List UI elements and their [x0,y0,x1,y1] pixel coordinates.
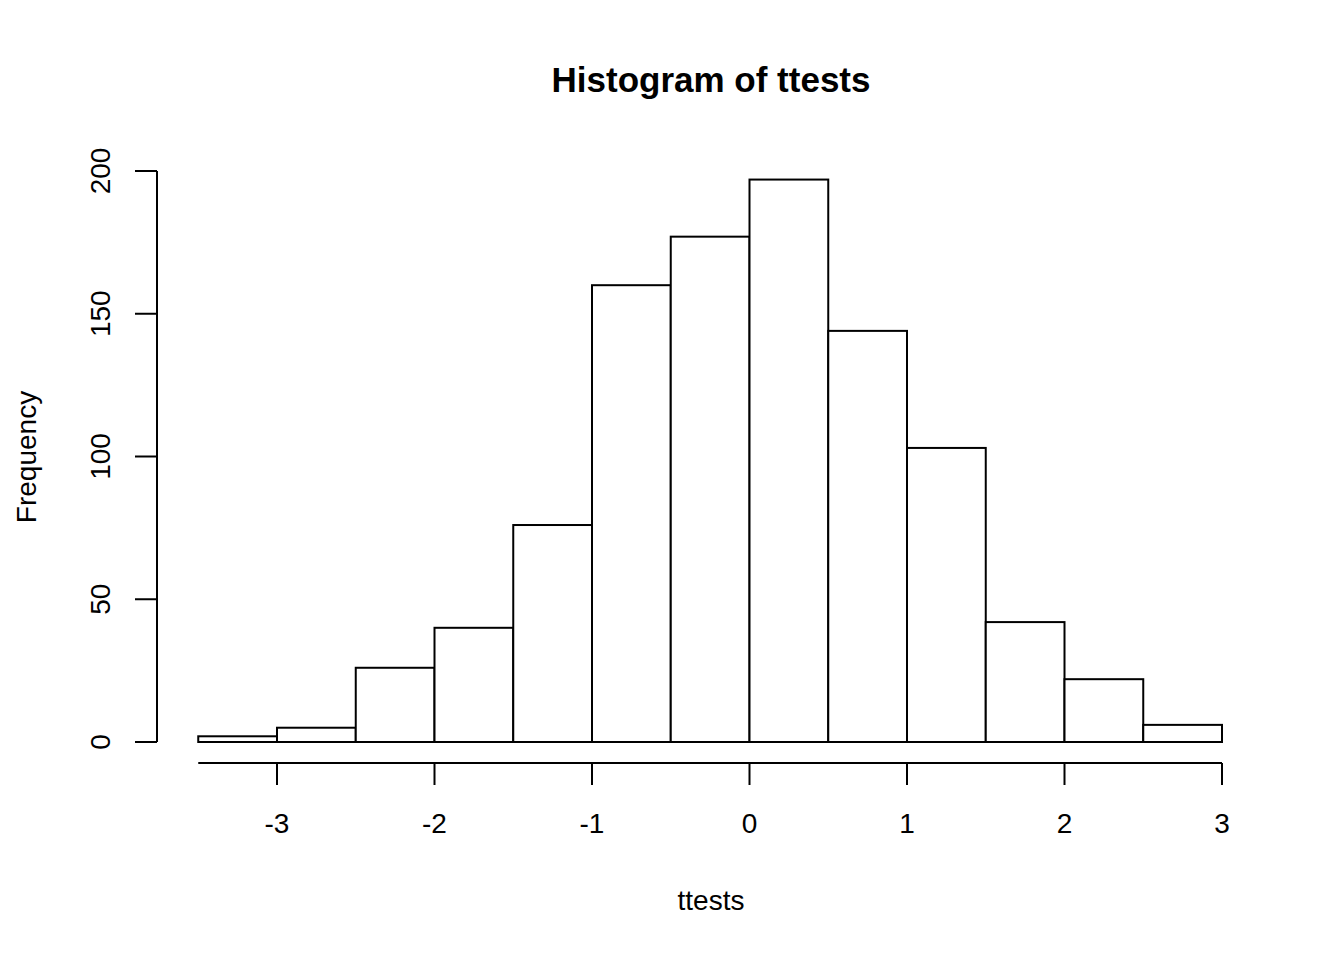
y-tick-label: 100 [85,433,116,480]
x-tick-label: 1 [899,808,915,839]
x-tick [1221,763,1223,785]
x-tick-label: -2 [422,808,447,839]
histogram-bar [828,331,907,742]
y-tick-label: 0 [85,734,116,750]
x-tick [1064,763,1066,785]
histogram-bar [592,285,671,742]
histogram-bar [750,180,829,742]
x-axis-label: ttests [678,885,745,916]
histogram-bar [1143,725,1222,742]
histogram-bar [986,622,1065,742]
x-tick-label: -3 [265,808,290,839]
x-axis-line [198,762,1222,764]
y-tick-label: 150 [85,290,116,337]
chart: -3 -2 -1 0 1 2 3 0 50 100 150 200 Histogram of ttest… [0,0,1344,960]
histogram-bar [1065,679,1144,742]
histogram-bar [435,628,514,742]
x-tick [434,763,436,785]
chart-root: -3 -2 -1 0 1 2 3 0 50 100 150 200 Histogram of ttest… [0,0,1344,960]
y-tick [135,598,157,600]
x-tick-label: 2 [1057,808,1073,839]
y-tick-label: 50 [85,584,116,615]
x-tick [276,763,278,785]
x-tick-label: -1 [580,808,605,839]
y-tick [135,313,157,315]
histogram-bar [198,736,277,742]
y-tick-label: 200 [85,148,116,195]
x-tick [906,763,908,785]
y-tick [135,456,157,458]
x-tick [591,763,593,785]
bars [198,180,1222,742]
x-tick-label: 3 [1214,808,1230,839]
chart-title: Histogram of ttests [552,60,871,99]
histogram-bar [356,668,435,742]
histogram-bar [513,525,592,742]
histogram-bar [907,448,986,742]
histogram-bar [671,237,750,742]
y-axis-label: Frequency [11,391,42,523]
y-tick [135,741,157,743]
x-tick-label: 0 [742,808,758,839]
histogram-bar [277,728,356,742]
x-tick [749,763,751,785]
y-tick [135,170,157,172]
